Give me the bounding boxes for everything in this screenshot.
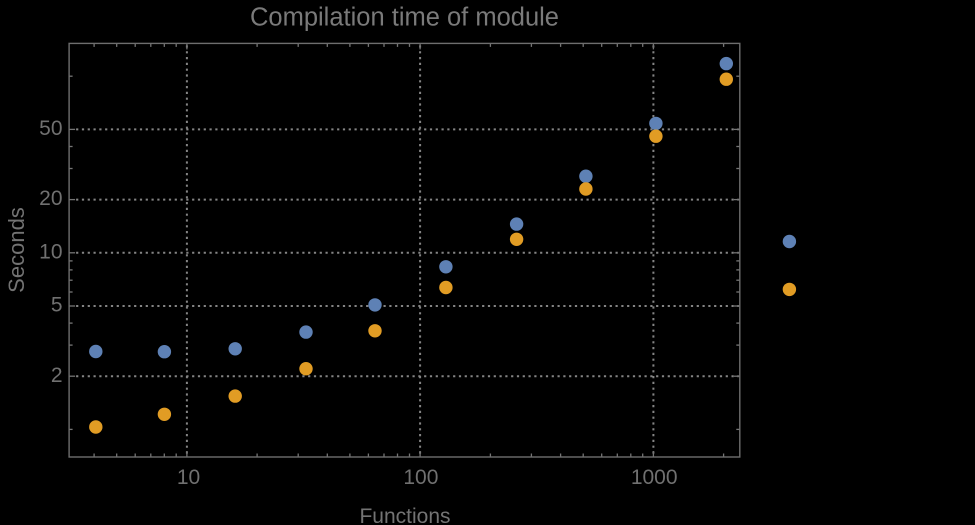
svg-text:10: 10 <box>177 466 200 489</box>
svg-text:100: 100 <box>403 466 438 489</box>
svg-text:10: 10 <box>39 240 62 263</box>
svg-text:20: 20 <box>39 187 62 210</box>
svg-text:2: 2 <box>51 364 63 387</box>
svg-text:Functions: Functions <box>359 505 450 525</box>
svg-text:50: 50 <box>39 117 62 140</box>
svg-text:5: 5 <box>51 294 63 317</box>
svg-text:1000: 1000 <box>631 466 678 489</box>
svg-text:Compilation time of module: Compilation time of module <box>250 3 559 31</box>
svg-text:Seconds: Seconds <box>4 207 29 293</box>
